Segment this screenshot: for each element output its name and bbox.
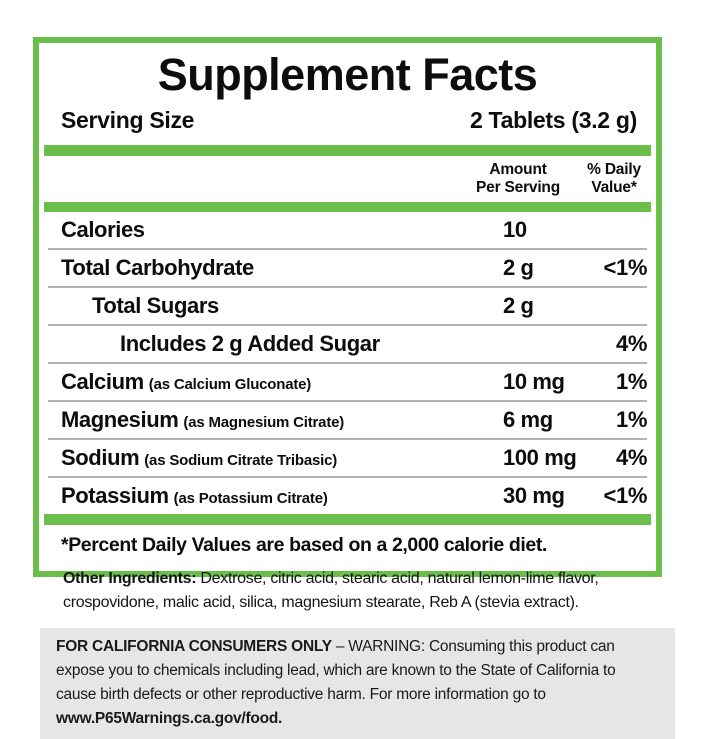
- warning-url: www.P65Warnings.ca.gov/food.: [56, 710, 283, 727]
- nutrient-amount: 30 mg: [503, 483, 565, 508]
- nutrient-row-potassium: Potassium (as Potassium Citrate) 30 mg <1…: [42, 478, 653, 514]
- nutrient-row-added-sugar: Includes 2 g Added Sugar 4%: [42, 326, 653, 362]
- daily-value-column-header: % Daily Value*: [577, 161, 651, 197]
- serving-size-row: Serving Size 2 Tablets (3.2 g): [42, 103, 653, 145]
- nutrient-daily-value: 4%: [616, 331, 647, 356]
- nutrient-row-magnesium: Magnesium (as Magnesium Citrate) 6 mg 1%: [42, 402, 653, 438]
- nutrient-amount: 10 mg: [503, 369, 565, 394]
- row-separator: [48, 286, 647, 288]
- nutrient-name: Total Carbohydrate: [61, 255, 254, 280]
- nutrient-source-note: (as Calcium Gluconate): [148, 376, 312, 393]
- nutrient-amount: 6 mg: [503, 407, 553, 432]
- serving-size-label: Serving Size: [61, 107, 195, 133]
- nutrient-daily-value: <1%: [603, 255, 648, 280]
- nutrient-source-note: (as Potassium Citrate): [173, 490, 328, 507]
- panel-title: Supplement Facts: [157, 49, 538, 100]
- nutrient-name: Magnesium: [61, 407, 179, 432]
- nutrient-name: Includes 2 g Added Sugar: [120, 331, 380, 356]
- amount-header-line2: Per Serving: [476, 179, 560, 196]
- nutrient-name: Calcium: [61, 369, 144, 394]
- california-prop65-warning: FOR CALIFORNIA CONSUMERS ONLY – WARNING:…: [40, 628, 675, 739]
- dv-header-line2: Value*: [591, 179, 637, 196]
- nutrient-amount: 2 g: [503, 255, 534, 280]
- row-separator: [48, 438, 647, 440]
- nutrient-source-note: (as Magnesium Citrate): [183, 414, 345, 431]
- column-headers: Amount Per Serving % Daily Value*: [42, 156, 653, 202]
- serving-size-value: 2 Tablets (3.2 g): [469, 107, 637, 133]
- amount-header-line1: Amount: [489, 161, 547, 178]
- nutrient-row-total-sugars: Total Sugars 2 g: [42, 288, 653, 324]
- other-ingredients-text: Dextrose, citric acid, stearic acid, nat…: [63, 570, 599, 611]
- nutrient-row-calcium: Calcium (as Calcium Gluconate) 10 mg 1%: [42, 364, 653, 400]
- nutrient-daily-value: 1%: [616, 407, 647, 432]
- nutrient-row-calories: Calories 10: [42, 212, 653, 248]
- nutrient-name: Total Sugars: [92, 293, 219, 318]
- nutrient-name: Calories: [61, 217, 145, 242]
- nutrient-name: Sodium: [61, 445, 140, 470]
- other-ingredients-label: Other Ingredients:: [63, 570, 197, 587]
- row-separator: [48, 324, 647, 326]
- nutrient-name: Potassium: [61, 483, 169, 508]
- nutrient-amount: 100 mg: [503, 445, 577, 470]
- other-ingredients: Other Ingredients: Dextrose, citric acid…: [63, 567, 638, 615]
- row-separator: [48, 362, 647, 364]
- nutrient-daily-value: 1%: [616, 369, 647, 394]
- warning-heading: FOR CALIFORNIA CONSUMERS ONLY: [56, 638, 332, 655]
- green-divider-bar: [44, 202, 651, 212]
- nutrient-row-sodium: Sodium (as Sodium Citrate Tribasic) 100 m…: [42, 440, 653, 476]
- nutrient-daily-value: 4%: [616, 445, 647, 470]
- nutrient-row-total-carbohydrate: Total Carbohydrate 2 g <1%: [42, 250, 653, 286]
- nutrient-amount: 2 g: [503, 293, 534, 318]
- daily-value-footnote: *Percent Daily Values are based on a 2,0…: [61, 534, 547, 556]
- amount-column-header: Amount Per Serving: [459, 161, 577, 197]
- nutrient-daily-value: <1%: [603, 483, 648, 508]
- row-separator: [48, 248, 647, 250]
- green-divider-bar: [44, 145, 651, 156]
- supplement-facts-panel: Supplement Facts Serving Size 2 Tablets …: [33, 37, 662, 577]
- row-separator: [48, 400, 647, 402]
- dv-header-line1: % Daily: [587, 161, 641, 178]
- row-separator: [48, 476, 647, 478]
- green-divider-bar: [44, 514, 651, 525]
- warning-body: – WARNING: Consuming this product can ex…: [56, 638, 616, 703]
- nutrient-table: Calories 10 Total Carbohydrate 2 g <1% T…: [42, 212, 653, 514]
- nutrient-source-note: (as Sodium Citrate Tribasic): [144, 452, 338, 469]
- nutrient-amount: 10: [503, 217, 527, 242]
